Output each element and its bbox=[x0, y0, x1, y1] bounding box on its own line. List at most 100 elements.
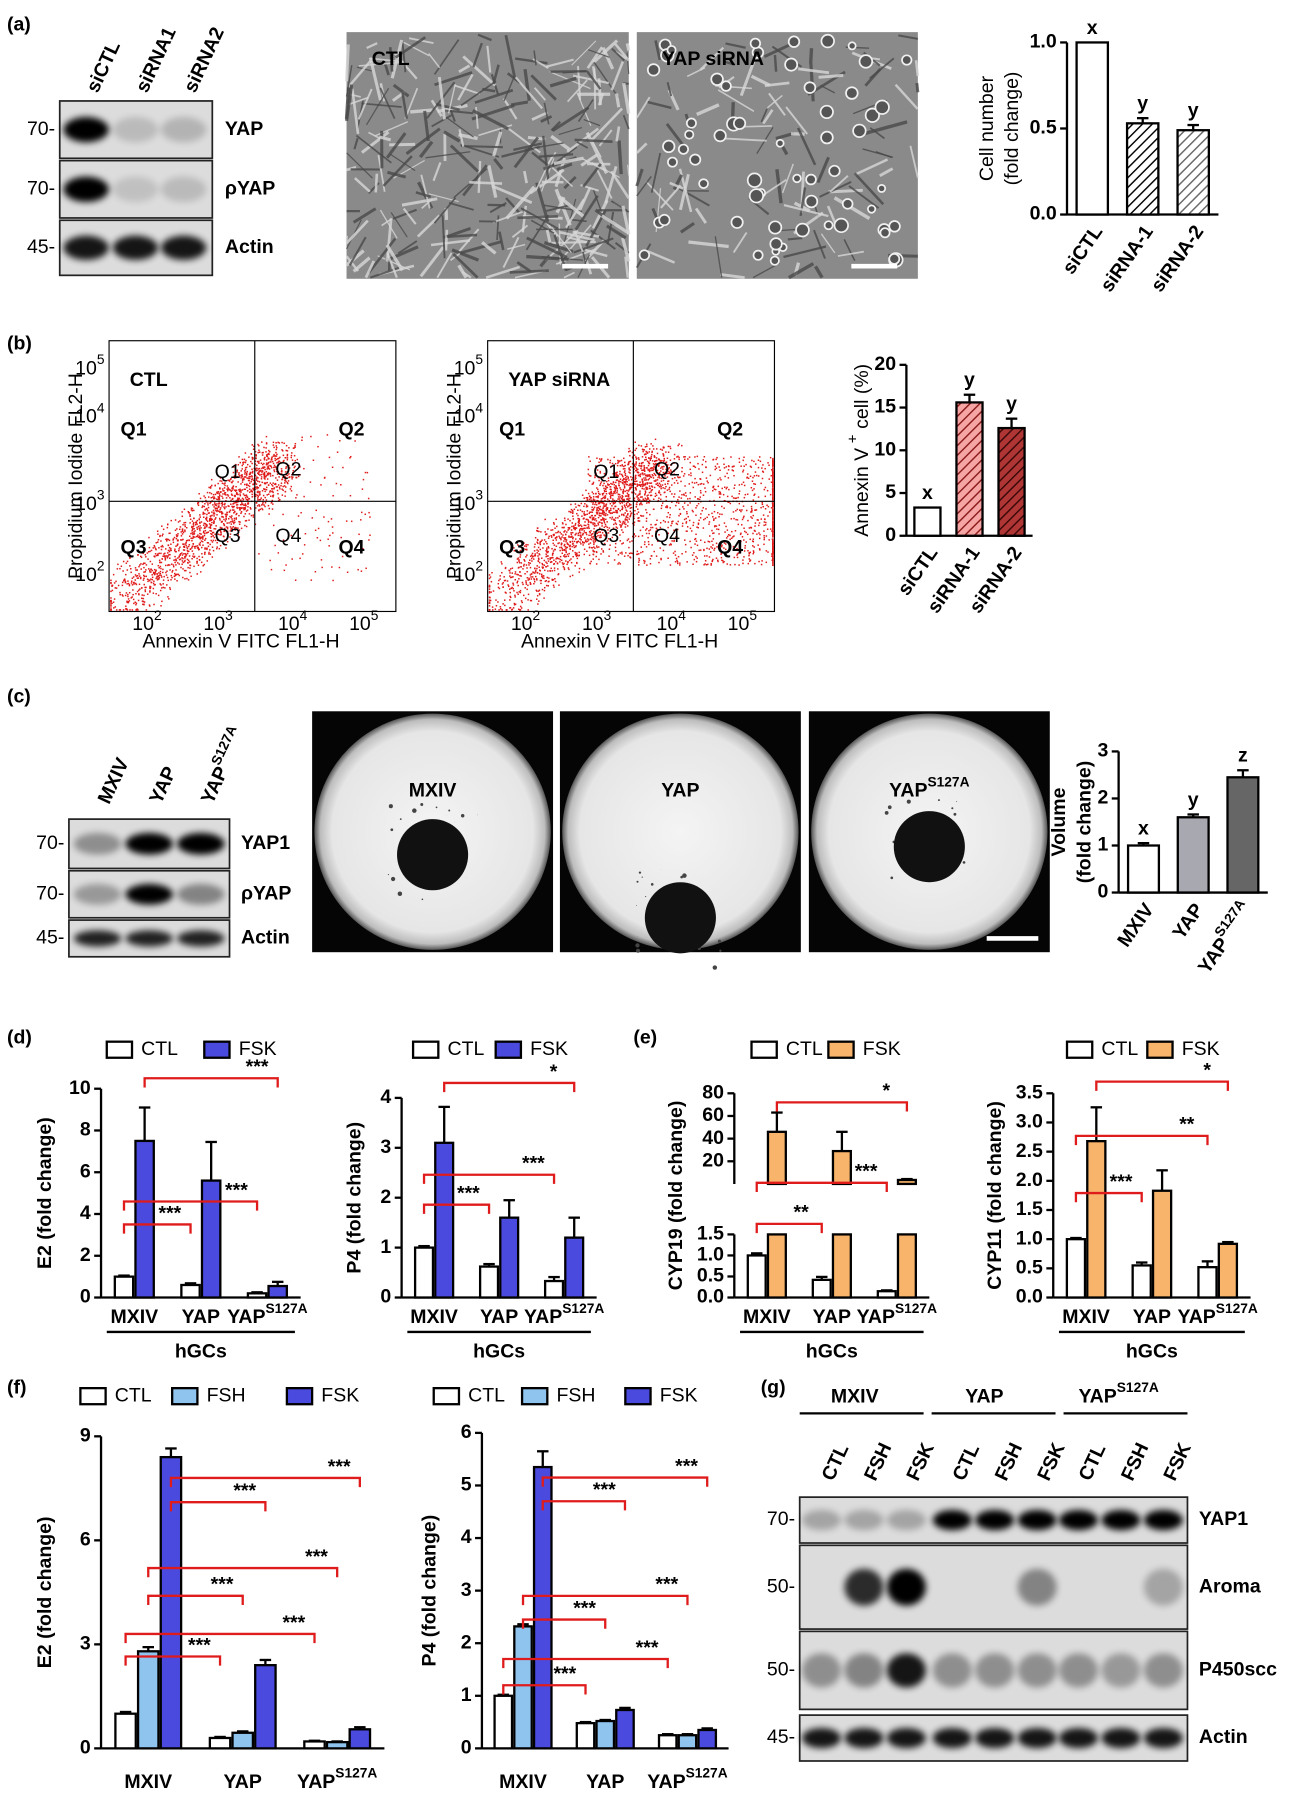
cell bbox=[917, 83, 918, 92]
flow-dot bbox=[631, 484, 632, 485]
flow-dot bbox=[687, 516, 688, 517]
flow-dot bbox=[535, 571, 536, 572]
flow-dot bbox=[545, 553, 546, 554]
flow-dot bbox=[771, 475, 772, 476]
flow-dot bbox=[530, 567, 531, 568]
flow-dot bbox=[263, 447, 264, 448]
flow-dot bbox=[735, 510, 736, 511]
flow-dot bbox=[199, 544, 200, 545]
flow-dot bbox=[562, 562, 563, 563]
flow-dot bbox=[681, 445, 682, 446]
flow-dot bbox=[518, 561, 519, 562]
flow-dot bbox=[618, 485, 619, 486]
flow-dot bbox=[532, 576, 533, 577]
flow-dot bbox=[193, 518, 194, 519]
flow-dot bbox=[612, 498, 613, 499]
flow-dot bbox=[710, 564, 711, 565]
flow-dot bbox=[758, 496, 759, 497]
flow-dot bbox=[237, 499, 238, 500]
flow-dot bbox=[167, 527, 168, 528]
flow-dot bbox=[202, 536, 203, 537]
flow-dot bbox=[669, 514, 670, 515]
flow-dot bbox=[538, 531, 539, 532]
flow-dot bbox=[204, 553, 205, 554]
cell bbox=[575, 140, 613, 142]
round-cell bbox=[640, 250, 650, 260]
flow-dot bbox=[637, 498, 638, 499]
flow-dot bbox=[610, 496, 611, 497]
flow-dot bbox=[270, 465, 271, 466]
flow-dot bbox=[489, 601, 490, 602]
flow-dot bbox=[184, 509, 185, 510]
flow-dot bbox=[585, 539, 586, 540]
cell bbox=[916, 60, 918, 76]
flow-dot bbox=[242, 465, 243, 466]
flow-dot bbox=[623, 458, 624, 459]
flow-dot bbox=[738, 493, 739, 494]
flow-dot bbox=[210, 526, 211, 527]
x-tick-label-text: 10 bbox=[203, 613, 225, 635]
flow-dot bbox=[261, 478, 262, 479]
flow-dot bbox=[609, 548, 610, 549]
flow-dot bbox=[712, 490, 713, 491]
flow-dot bbox=[668, 446, 669, 447]
flow-dot bbox=[149, 587, 150, 588]
flow-dot bbox=[197, 528, 198, 529]
flow-dot bbox=[157, 533, 158, 534]
flow-dot bbox=[772, 475, 773, 476]
flow-dot bbox=[751, 460, 752, 461]
flow-dot bbox=[605, 495, 606, 496]
flow-dot bbox=[625, 491, 626, 492]
flow-dot bbox=[603, 506, 604, 507]
flow-dot bbox=[153, 581, 154, 582]
blot-band bbox=[887, 1728, 926, 1748]
flow-dot bbox=[274, 487, 275, 488]
flow-dot bbox=[525, 598, 526, 599]
flow-dot bbox=[646, 533, 647, 534]
flow-dot bbox=[329, 457, 330, 458]
flow-dot bbox=[621, 523, 622, 524]
flow-dot bbox=[211, 518, 212, 519]
flow-dot bbox=[282, 514, 283, 515]
flow-dot bbox=[267, 478, 268, 479]
flow-dot bbox=[674, 454, 675, 455]
flow-dot bbox=[592, 522, 593, 523]
y-tick-label-sup: 3 bbox=[475, 487, 483, 502]
flow-dot bbox=[620, 465, 621, 466]
flow-dot bbox=[216, 548, 217, 549]
flow-dot bbox=[744, 497, 745, 498]
flow-dot bbox=[709, 548, 710, 549]
flow-dot bbox=[627, 492, 628, 493]
flow-dot bbox=[624, 465, 625, 466]
gate-label: Q4 bbox=[275, 525, 301, 547]
flow-dot bbox=[629, 472, 630, 473]
flow-dot bbox=[685, 544, 686, 545]
flow-dot bbox=[613, 457, 614, 458]
flow-dot bbox=[125, 582, 126, 583]
flow-dot bbox=[122, 582, 123, 583]
flow-dot bbox=[165, 572, 166, 573]
flow-dot bbox=[653, 448, 654, 449]
flow-dot bbox=[244, 495, 245, 496]
flow-dot bbox=[625, 473, 626, 474]
flow-dot bbox=[252, 488, 253, 489]
flow-dot bbox=[593, 551, 594, 552]
flow-dot bbox=[703, 527, 704, 528]
flow-dot bbox=[165, 565, 166, 566]
flow-dot bbox=[737, 519, 738, 520]
flow-dot bbox=[545, 541, 546, 542]
flow-dot bbox=[213, 496, 214, 497]
flow-dot bbox=[249, 486, 250, 487]
flow-dot bbox=[253, 484, 254, 485]
flow-dot bbox=[772, 481, 773, 482]
flow-dot bbox=[646, 518, 647, 519]
flow-dot bbox=[598, 507, 599, 508]
flow-dot bbox=[608, 510, 609, 511]
flow-dot bbox=[537, 555, 538, 556]
flow-dot bbox=[176, 580, 177, 581]
flow-dot bbox=[115, 587, 116, 588]
flow-dot bbox=[138, 577, 139, 578]
flow-dot bbox=[621, 552, 622, 553]
round-cell bbox=[868, 205, 875, 212]
flow-dot bbox=[753, 488, 754, 489]
